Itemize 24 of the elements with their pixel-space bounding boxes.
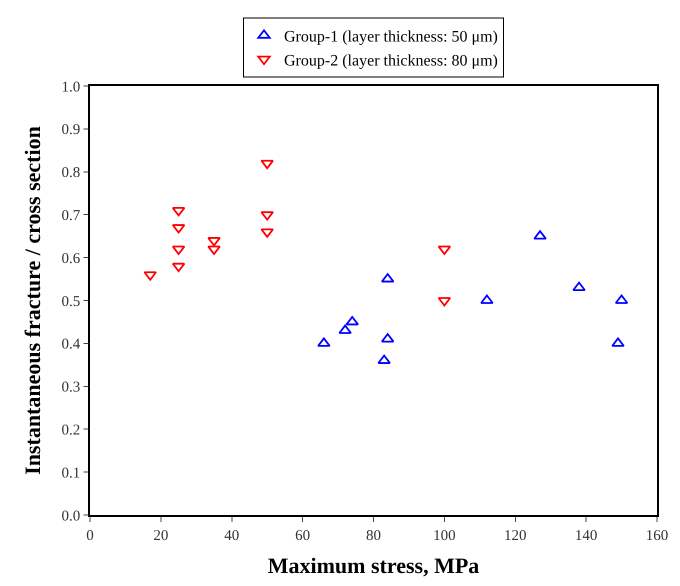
x-tick-label: 60 [295,528,310,544]
y-tick-label: 0.5 [62,294,80,310]
x-tick-label: 120 [504,528,526,544]
x-tick-label: 100 [433,528,456,544]
x-axis-title: Maximum stress, MPa [268,553,480,578]
y-tick-label: 0.9 [62,122,80,138]
y-tick-label: 0.6 [62,250,81,267]
x-tick-label: 0 [86,528,94,544]
y-tick-label: 1.0 [62,79,80,96]
y-axis-title: Instantaneous fracture / cross section [20,126,45,475]
y-tick-label: 0.4 [62,336,81,353]
y-tick-label: 0.1 [62,465,80,482]
x-tick-label: 160 [646,528,668,544]
y-tick-label: 0.2 [62,422,80,438]
y-tick-label: 0.0 [62,508,80,524]
x-tick-label: 140 [574,528,598,544]
x-tick-label: 40 [224,528,240,544]
legend-label: Group-1 (layer thickness: 50 μm) [284,28,498,46]
x-tick-label: 20 [153,528,168,544]
y-tick-label: 0.3 [62,380,80,396]
y-tick-label: 0.7 [62,208,81,224]
x-tick-label: 80 [366,528,381,544]
legend-label: Group-2 (layer thickness: 80 μm) [284,52,498,70]
y-tick-label: 0.8 [62,165,80,182]
